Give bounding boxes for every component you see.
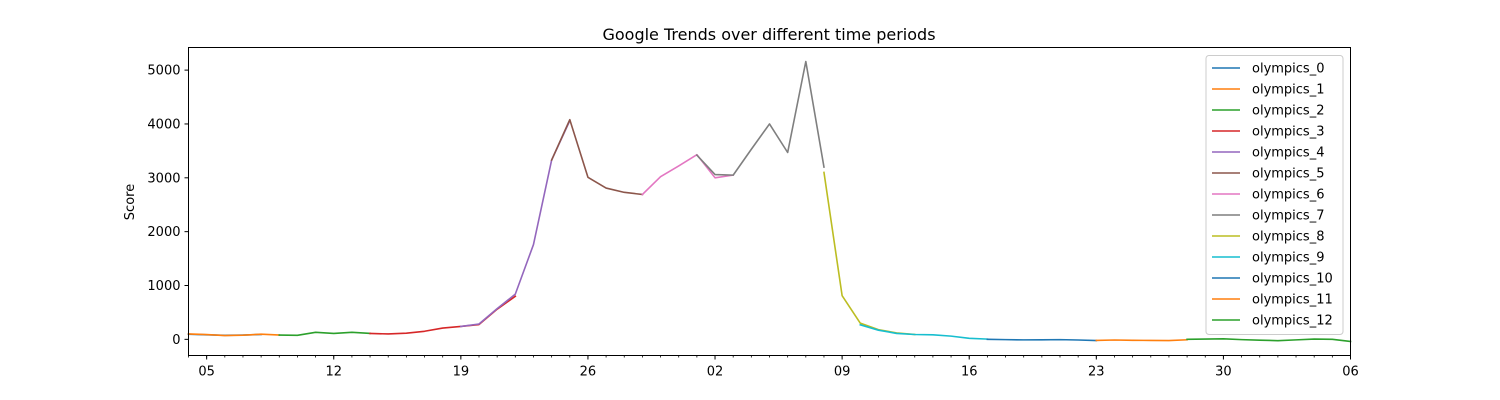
x-tick-label: 16	[961, 365, 978, 380]
x-axis-ticks: 05 12 19 26 02 09 16 23 30 06	[188, 355, 1359, 380]
y-axis-label: Score	[123, 184, 138, 220]
x-tick-label: 30	[1215, 365, 1232, 380]
series-line-olympics_7	[695, 60, 825, 176]
series-line-olympics_8	[823, 171, 916, 336]
series-lines	[187, 60, 1352, 343]
chart-title: Google Trends over different time period…	[602, 25, 935, 44]
legend-label: olympics_7	[1252, 209, 1324, 224]
y-tick-label: 1000	[147, 279, 180, 294]
x-tick-label: 05	[198, 365, 215, 380]
y-tick-label: 5000	[147, 64, 180, 79]
y-axis-ticks: 0 1000 2000 3000 4000 5000	[147, 64, 189, 348]
y-tick-label: 0	[172, 333, 180, 348]
legend-label: olympics_0	[1252, 62, 1324, 77]
legend-label: olympics_10	[1252, 272, 1333, 287]
x-tick-label: 23	[1088, 365, 1105, 380]
legend: olympics_0 olympics_1 olympics_2 olympics_3…	[1205, 55, 1344, 335]
series-line-olympics_5	[550, 118, 644, 196]
legend-label: olympics_8	[1252, 230, 1324, 245]
legend-label: olympics_9	[1252, 251, 1324, 266]
y-tick-label: 2000	[147, 225, 180, 240]
legend-label: olympics_4	[1252, 146, 1324, 161]
series-line-olympics_6	[641, 153, 735, 196]
legend-label: olympics_6	[1252, 188, 1324, 203]
x-tick-label: 26	[580, 365, 597, 380]
x-tick-label: 02	[707, 365, 724, 380]
legend-label: olympics_2	[1252, 104, 1324, 119]
series-line-olympics_10	[986, 338, 1098, 342]
legend-label: olympics_5	[1252, 167, 1324, 182]
series-line-olympics_1	[187, 333, 281, 337]
series-line-olympics_2	[278, 331, 371, 337]
legend-label: olympics_3	[1252, 125, 1324, 140]
series-line-olympics_3	[369, 295, 517, 335]
series-line-olympics_12	[1186, 338, 1352, 343]
legend-frame	[1205, 55, 1344, 335]
series-line-olympics_11	[1095, 338, 1188, 342]
legend-label: olympics_11	[1252, 293, 1333, 308]
plot-area-frame	[188, 47, 1351, 356]
x-tick-label: 06	[1342, 365, 1359, 380]
x-tick-label: 09	[834, 365, 851, 380]
legend-label: olympics_1	[1252, 83, 1324, 98]
y-tick-label: 3000	[147, 171, 180, 186]
x-tick-label: 12	[325, 365, 342, 380]
y-tick-label: 4000	[147, 117, 180, 132]
x-tick-label: 19	[453, 365, 470, 380]
series-line-olympics_9	[859, 323, 989, 340]
legend-label: olympics_12	[1252, 314, 1333, 329]
